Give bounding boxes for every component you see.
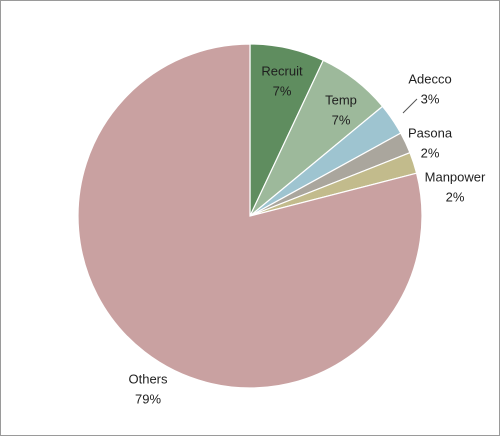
- slice-value-label: 7%: [273, 83, 292, 98]
- slice-label: Others: [128, 371, 168, 386]
- slice-value-label: 2%: [421, 145, 440, 160]
- leader-line: [402, 98, 418, 114]
- slice-label: Temp: [325, 92, 357, 107]
- slice-value-label: 79%: [135, 391, 161, 406]
- slice-label: Adecco: [408, 71, 451, 86]
- slice-label: Pasona: [408, 125, 453, 140]
- slice-label: Manpower: [425, 169, 486, 184]
- slice-label: Recruit: [261, 63, 303, 78]
- slice-value-label: 2%: [446, 189, 465, 204]
- slice-value-label: 7%: [332, 112, 351, 127]
- slice-value-label: 3%: [421, 91, 440, 106]
- pie-slice: [77, 43, 423, 389]
